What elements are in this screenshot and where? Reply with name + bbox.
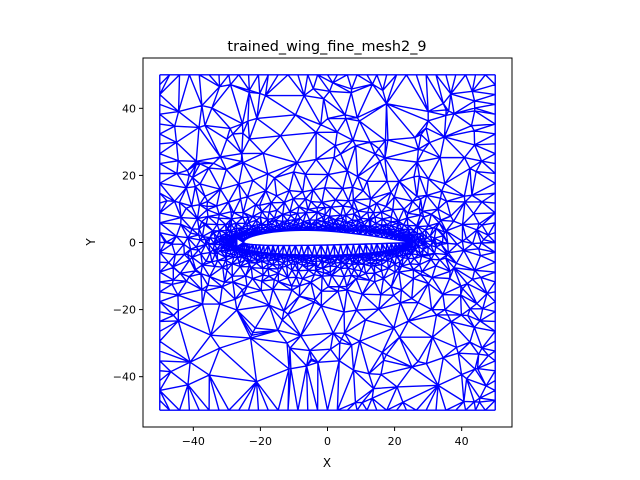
- airfoil-layer: [242, 229, 412, 247]
- chart-title: trained_wing_fine_mesh2_9: [227, 39, 426, 55]
- y-tick-label: −20: [113, 304, 136, 317]
- y-tick-label: −40: [113, 371, 136, 384]
- x-axis-label: X: [323, 456, 331, 470]
- x-tick-label: 20: [388, 435, 402, 448]
- y-tick-label: 0: [129, 237, 136, 250]
- x-tick-label: 0: [324, 435, 331, 448]
- y-tick-label: 20: [122, 169, 136, 182]
- x-tick-label: −40: [182, 435, 205, 448]
- y-ticks: −40 −20 0 20 40: [113, 102, 143, 384]
- mesh-layer: [159, 74, 496, 411]
- x-ticks: −40 −20 0 20 40: [182, 427, 469, 448]
- x-tick-label: −20: [249, 435, 272, 448]
- airfoil-shape: [242, 229, 412, 247]
- x-tick-label: 40: [455, 435, 469, 448]
- y-axis-label: Y: [84, 238, 98, 247]
- y-tick-label: 40: [122, 102, 136, 115]
- mesh-edges: [159, 74, 496, 411]
